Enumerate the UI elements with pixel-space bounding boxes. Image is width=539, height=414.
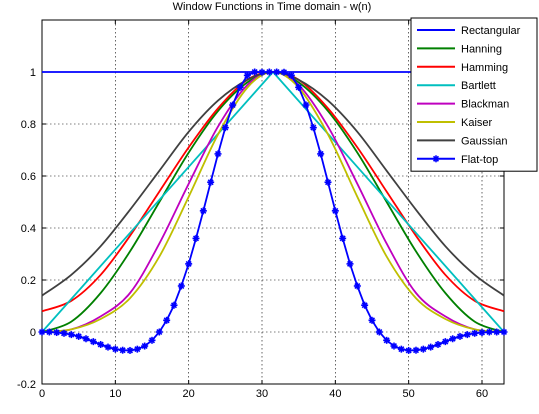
flat-top-marker — [309, 124, 317, 132]
flat-top-marker — [126, 346, 134, 354]
flat-top-marker — [317, 150, 325, 158]
flat-top-marker — [60, 329, 68, 337]
flat-top-marker — [287, 71, 295, 79]
x-tick-label: 20 — [183, 388, 195, 400]
x-tick-label: 60 — [476, 388, 488, 400]
flat-top-marker — [390, 342, 398, 350]
flat-top-marker — [383, 336, 391, 344]
flat-top-marker — [97, 340, 105, 348]
legend-label: Rectangular — [461, 25, 521, 37]
flat-top-marker — [339, 234, 347, 242]
legend-label: Bartlett — [461, 80, 496, 92]
x-tick-label: 40 — [329, 388, 341, 400]
y-tick-label: 1 — [30, 67, 36, 79]
flat-top-marker — [273, 68, 281, 76]
flat-top-marker — [432, 155, 440, 163]
flat-top-marker — [324, 178, 332, 186]
flat-top-marker — [302, 101, 310, 109]
flat-top-marker — [346, 260, 354, 268]
flat-top-marker — [463, 331, 471, 339]
flat-top-marker — [405, 346, 413, 354]
flat-top-marker — [485, 328, 493, 336]
flat-top-marker — [155, 328, 163, 336]
x-tick-label: 30 — [256, 388, 268, 400]
flat-top-marker — [441, 338, 449, 346]
flat-top-marker — [221, 124, 229, 132]
legend-label: Kaiser — [461, 117, 493, 129]
flat-top-marker — [177, 282, 185, 290]
flat-top-marker — [280, 68, 288, 76]
flat-top-marker — [89, 338, 97, 346]
flat-top-marker — [214, 150, 222, 158]
chart-title: Window Functions in Time domain - w(n) — [173, 1, 372, 13]
flat-top-marker — [471, 329, 479, 337]
flat-top-marker — [185, 260, 193, 268]
flat-top-marker — [434, 340, 442, 348]
flat-top-marker — [295, 83, 303, 91]
y-tick-label: -0.2 — [17, 379, 36, 391]
flat-top-marker — [199, 207, 207, 215]
legend: Rectangular Hanning Hamming Bartlett Blackma… — [410, 17, 538, 172]
flat-top-marker — [375, 328, 383, 336]
flat-top-marker — [478, 329, 486, 337]
legend-label: Hamming — [461, 62, 508, 74]
flat-top-marker — [67, 331, 75, 339]
y-tick-label: 0.2 — [21, 275, 36, 287]
flat-top-marker — [53, 329, 61, 337]
flat-top-marker — [251, 68, 259, 76]
flat-top-marker — [75, 332, 83, 340]
flat-top-marker — [82, 335, 90, 343]
series-layer — [38, 68, 508, 354]
flat-top-marker — [493, 328, 501, 336]
flat-top-marker — [104, 343, 112, 351]
flat-top-marker — [111, 345, 119, 353]
series-line-flat-top — [42, 71, 504, 352]
legend-label: Blackman — [461, 99, 509, 111]
flat-top-marker — [243, 71, 251, 79]
flat-top-marker — [236, 83, 244, 91]
flat-top-marker — [412, 346, 420, 354]
flat-top-marker — [397, 345, 405, 353]
x-tick-label: 50 — [403, 388, 415, 400]
legend-label: Hanning — [461, 43, 502, 55]
legend-label: Flat-top — [461, 154, 498, 166]
flat-top-marker — [449, 335, 457, 343]
flat-top-marker — [419, 345, 427, 353]
y-tick-label: 0.8 — [21, 119, 36, 131]
flat-top-marker — [427, 343, 435, 351]
flat-top-marker — [265, 68, 273, 76]
legend-label: Gaussian — [461, 135, 507, 147]
x-tick-label: 10 — [109, 388, 121, 400]
flat-top-marker — [353, 282, 361, 290]
flat-top-marker — [163, 316, 171, 324]
flat-top-marker — [148, 336, 156, 344]
flat-top-marker — [45, 328, 53, 336]
flat-top-marker — [141, 342, 149, 350]
y-tick-label: 0 — [30, 327, 36, 339]
flat-top-marker — [38, 328, 46, 336]
flat-top-marker — [170, 301, 178, 309]
y-tick-label: 0.4 — [21, 223, 36, 235]
y-tick-label: 0.6 — [21, 171, 36, 183]
flat-top-marker — [133, 345, 141, 353]
flat-top-marker — [119, 346, 127, 354]
flat-top-marker — [456, 332, 464, 340]
flat-top-marker — [361, 301, 369, 309]
flat-top-marker — [229, 101, 237, 109]
axis-ticks: 0 10 20 30 40 50 60-0.200.20.40.60.81 — [17, 20, 504, 400]
flat-top-marker — [331, 207, 339, 215]
flat-top-marker — [500, 328, 508, 336]
legend-box — [410, 17, 538, 172]
flat-top-marker — [192, 234, 200, 242]
plot-frame — [41, 19, 505, 385]
x-tick-label: 0 — [39, 388, 45, 400]
flat-top-marker — [368, 316, 376, 324]
flat-top-marker — [258, 68, 266, 76]
flat-top-marker — [207, 178, 215, 186]
